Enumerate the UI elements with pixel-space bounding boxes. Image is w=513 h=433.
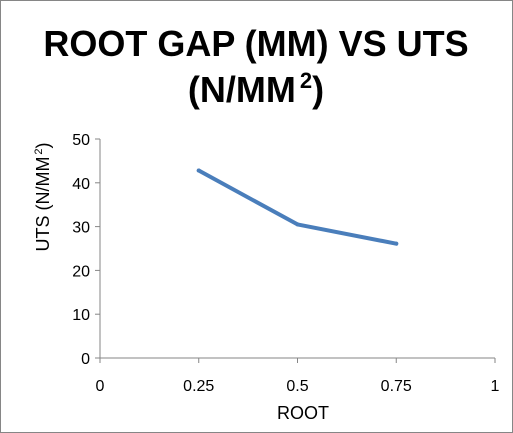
y-tick-label: 0: [81, 351, 90, 368]
chart-title-line-2-end: ): [312, 69, 324, 110]
x-axis-title: ROOT: [277, 403, 329, 423]
x-tick-label: 0.75: [381, 378, 412, 395]
chart-title-superscript: 2: [300, 68, 312, 93]
plot-area: 0 10 20 30 40 50 0 0.25 0.5 0.75 1: [72, 132, 499, 395]
data-point: [394, 241, 399, 246]
y-axis-title-end: ): [33, 142, 53, 148]
x-tick-label: 0.5: [286, 378, 308, 395]
y-tick-label: 30: [72, 220, 90, 237]
data-point: [295, 222, 300, 227]
x-tick-label: 0: [96, 378, 105, 395]
x-tick-label: 1: [491, 378, 500, 395]
x-tick-label: 0.25: [183, 378, 214, 395]
y-tick-label: 40: [72, 176, 90, 193]
chart-title-line-2-text: (N/MM: [188, 69, 296, 110]
chart-title-line-2: (N/MM 2): [188, 68, 324, 110]
y-tick-label: 50: [72, 132, 90, 149]
series-line: [196, 168, 399, 246]
data-point: [196, 168, 201, 173]
y-tick-label: 10: [72, 307, 90, 324]
chart-title: ROOT GAP (MM) VS UTS: [43, 23, 468, 64]
y-tick-label: 20: [72, 263, 90, 280]
y-axis-title: UTS (N/MM 2): [33, 142, 53, 251]
y-axis-title-superscript: 2: [33, 148, 45, 154]
y-axis-title-text: UTS (N/MM: [33, 157, 53, 252]
